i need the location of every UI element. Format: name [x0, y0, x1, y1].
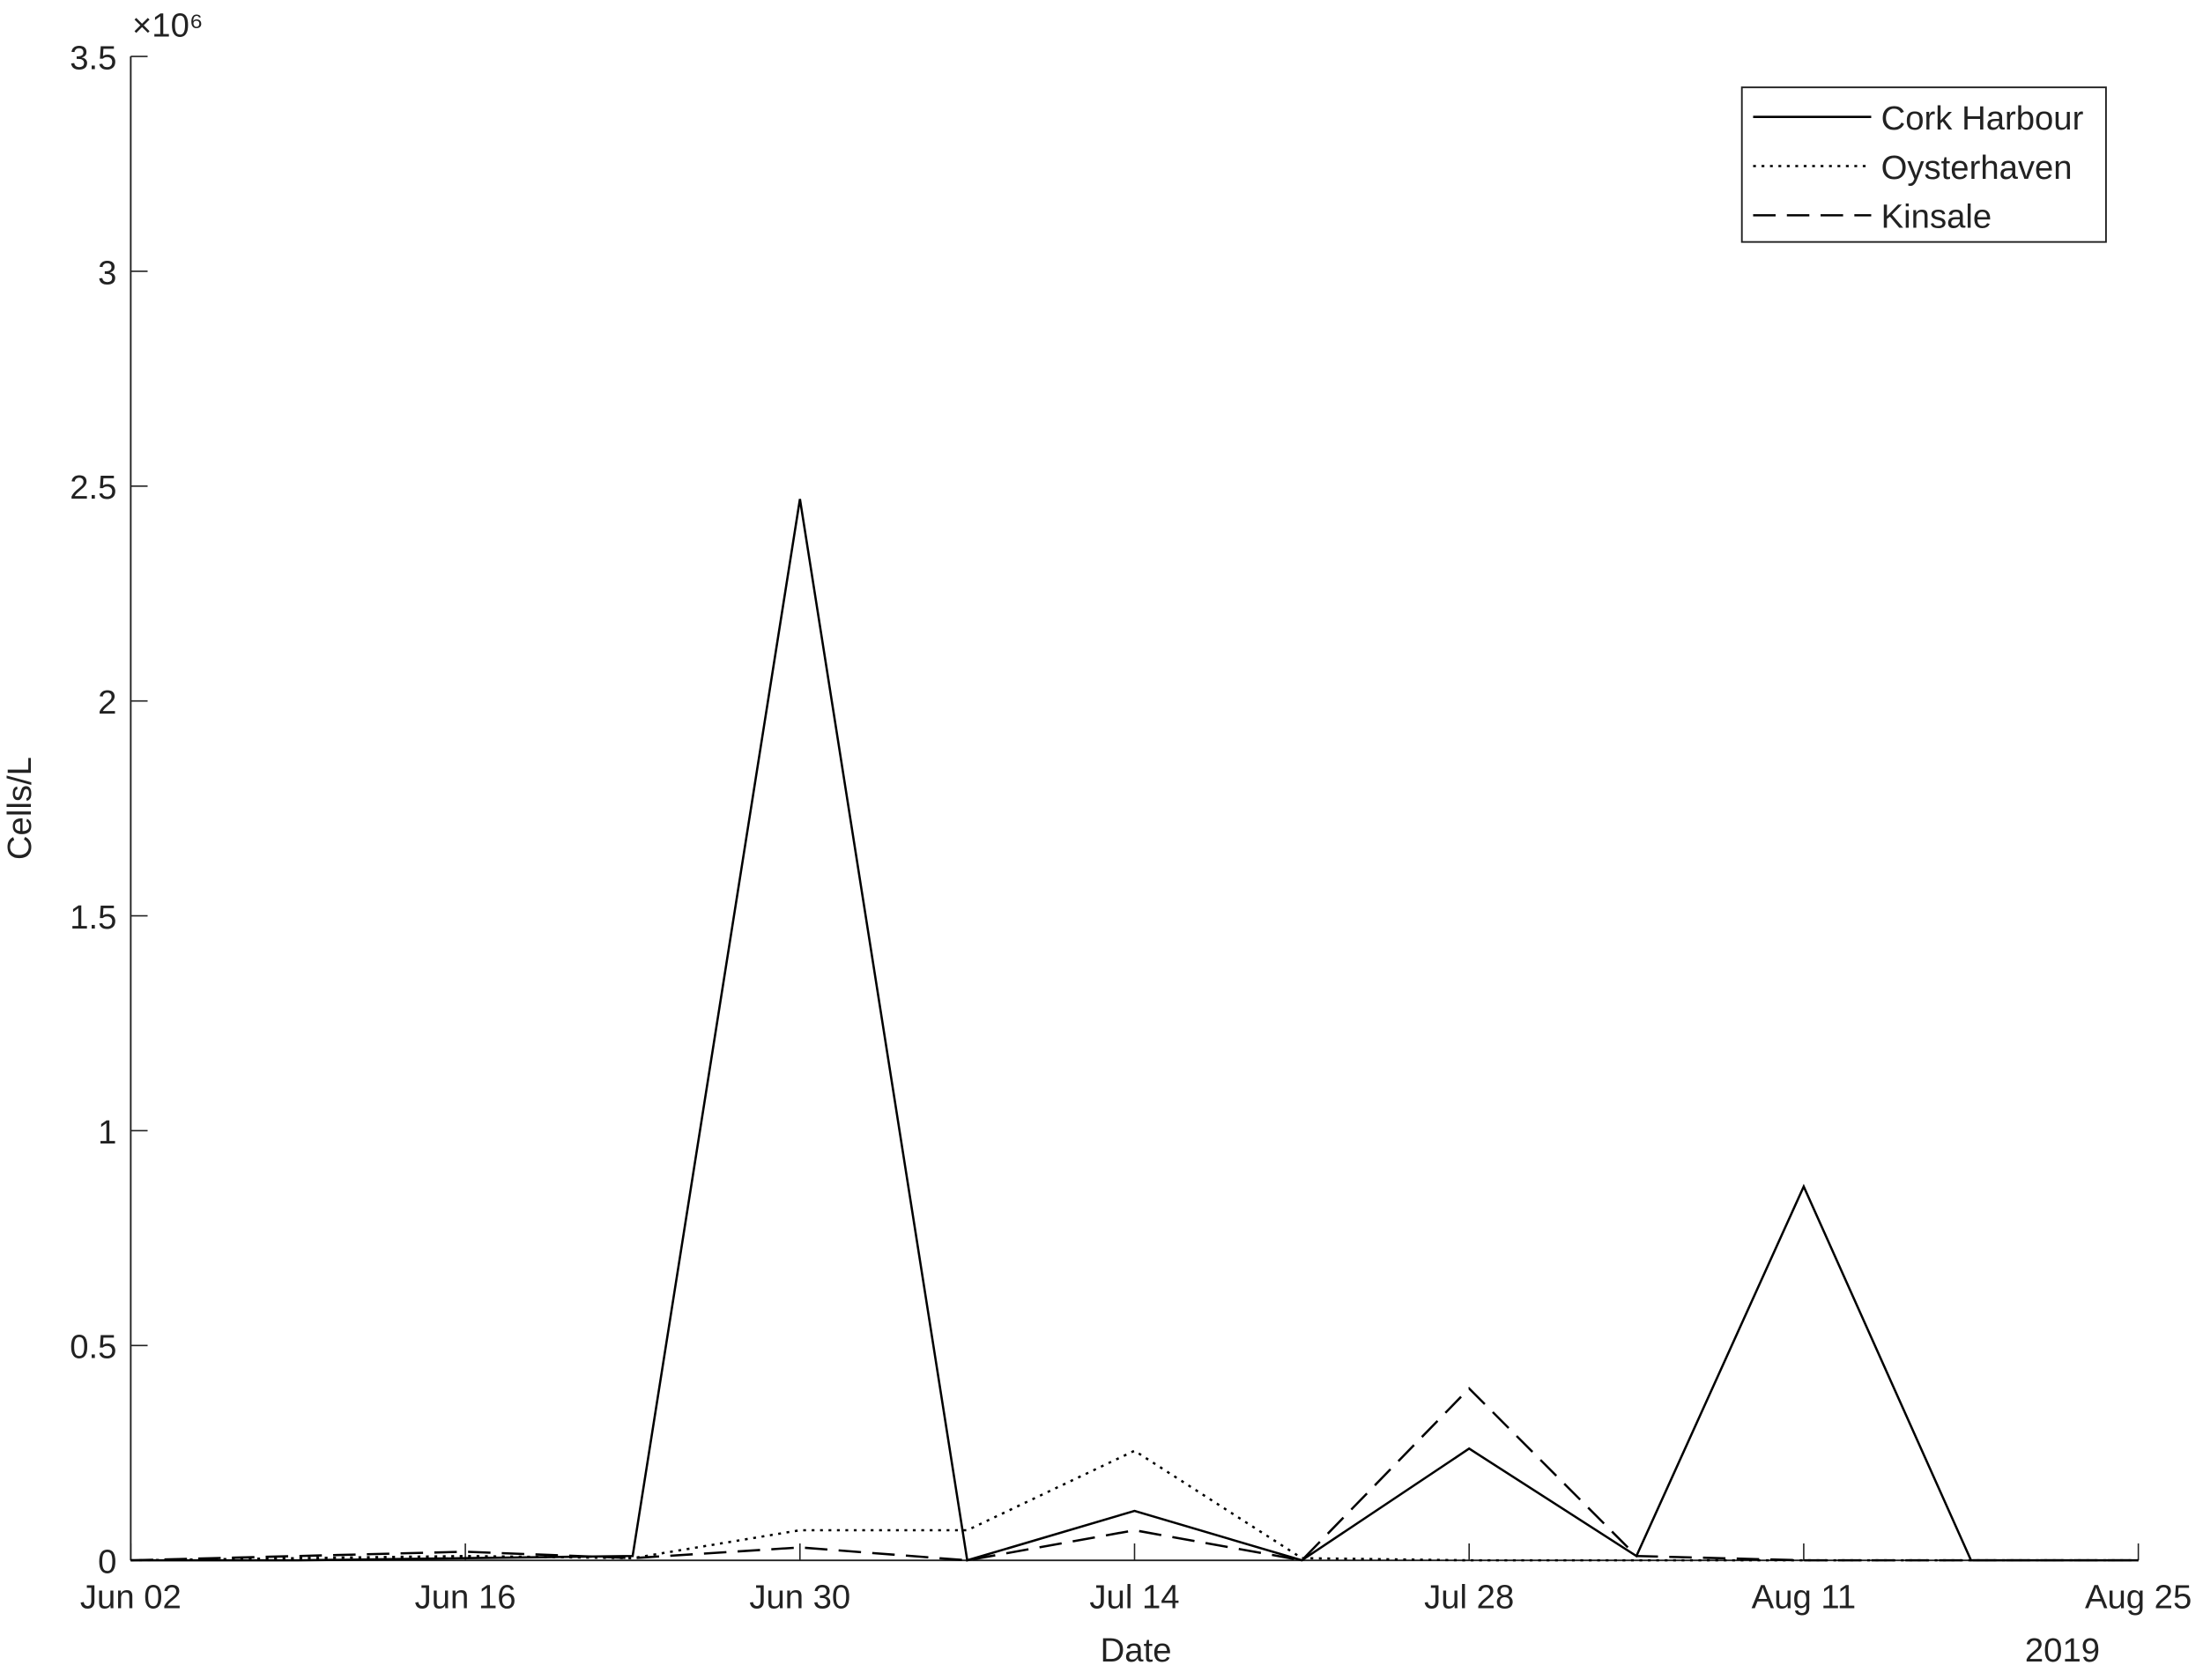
y-tick-label: 1 [98, 1114, 116, 1151]
x-axis-label: Date [1101, 1632, 1172, 1669]
y-tick-label: 3 [98, 254, 116, 292]
y-tick-label: 0 [98, 1543, 116, 1581]
y-tick-label: 3.5 [70, 39, 116, 77]
legend-label: Kinsale [1881, 198, 1992, 236]
y-tick-label: 0.5 [70, 1328, 116, 1366]
x-tick-label: Jul 14 [1089, 1578, 1179, 1616]
x-year-label: 2019 [2025, 1632, 2100, 1669]
legend-label: Cork Harbour [1881, 100, 2084, 137]
y-axis-label: Cells/L [1, 757, 39, 860]
x-tick-label: Jun 30 [749, 1578, 850, 1616]
y-exponent: ×10⁶ [132, 7, 204, 45]
y-tick-label: 2 [98, 684, 116, 722]
line-series [130, 1387, 2139, 1562]
y-tick-label: 1.5 [70, 899, 116, 936]
x-tick-label: Aug 11 [1752, 1578, 1856, 1616]
x-tick-label: Jun 16 [415, 1578, 516, 1616]
x-tick-label: Jun 02 [80, 1578, 182, 1616]
line-series [130, 499, 2139, 1562]
x-tick-label: Jul 28 [1424, 1578, 1514, 1616]
y-tick-label: 2.5 [70, 469, 116, 507]
legend-label: Oysterhaven [1881, 149, 2073, 187]
x-tick-label: Aug 25 [2085, 1578, 2192, 1616]
